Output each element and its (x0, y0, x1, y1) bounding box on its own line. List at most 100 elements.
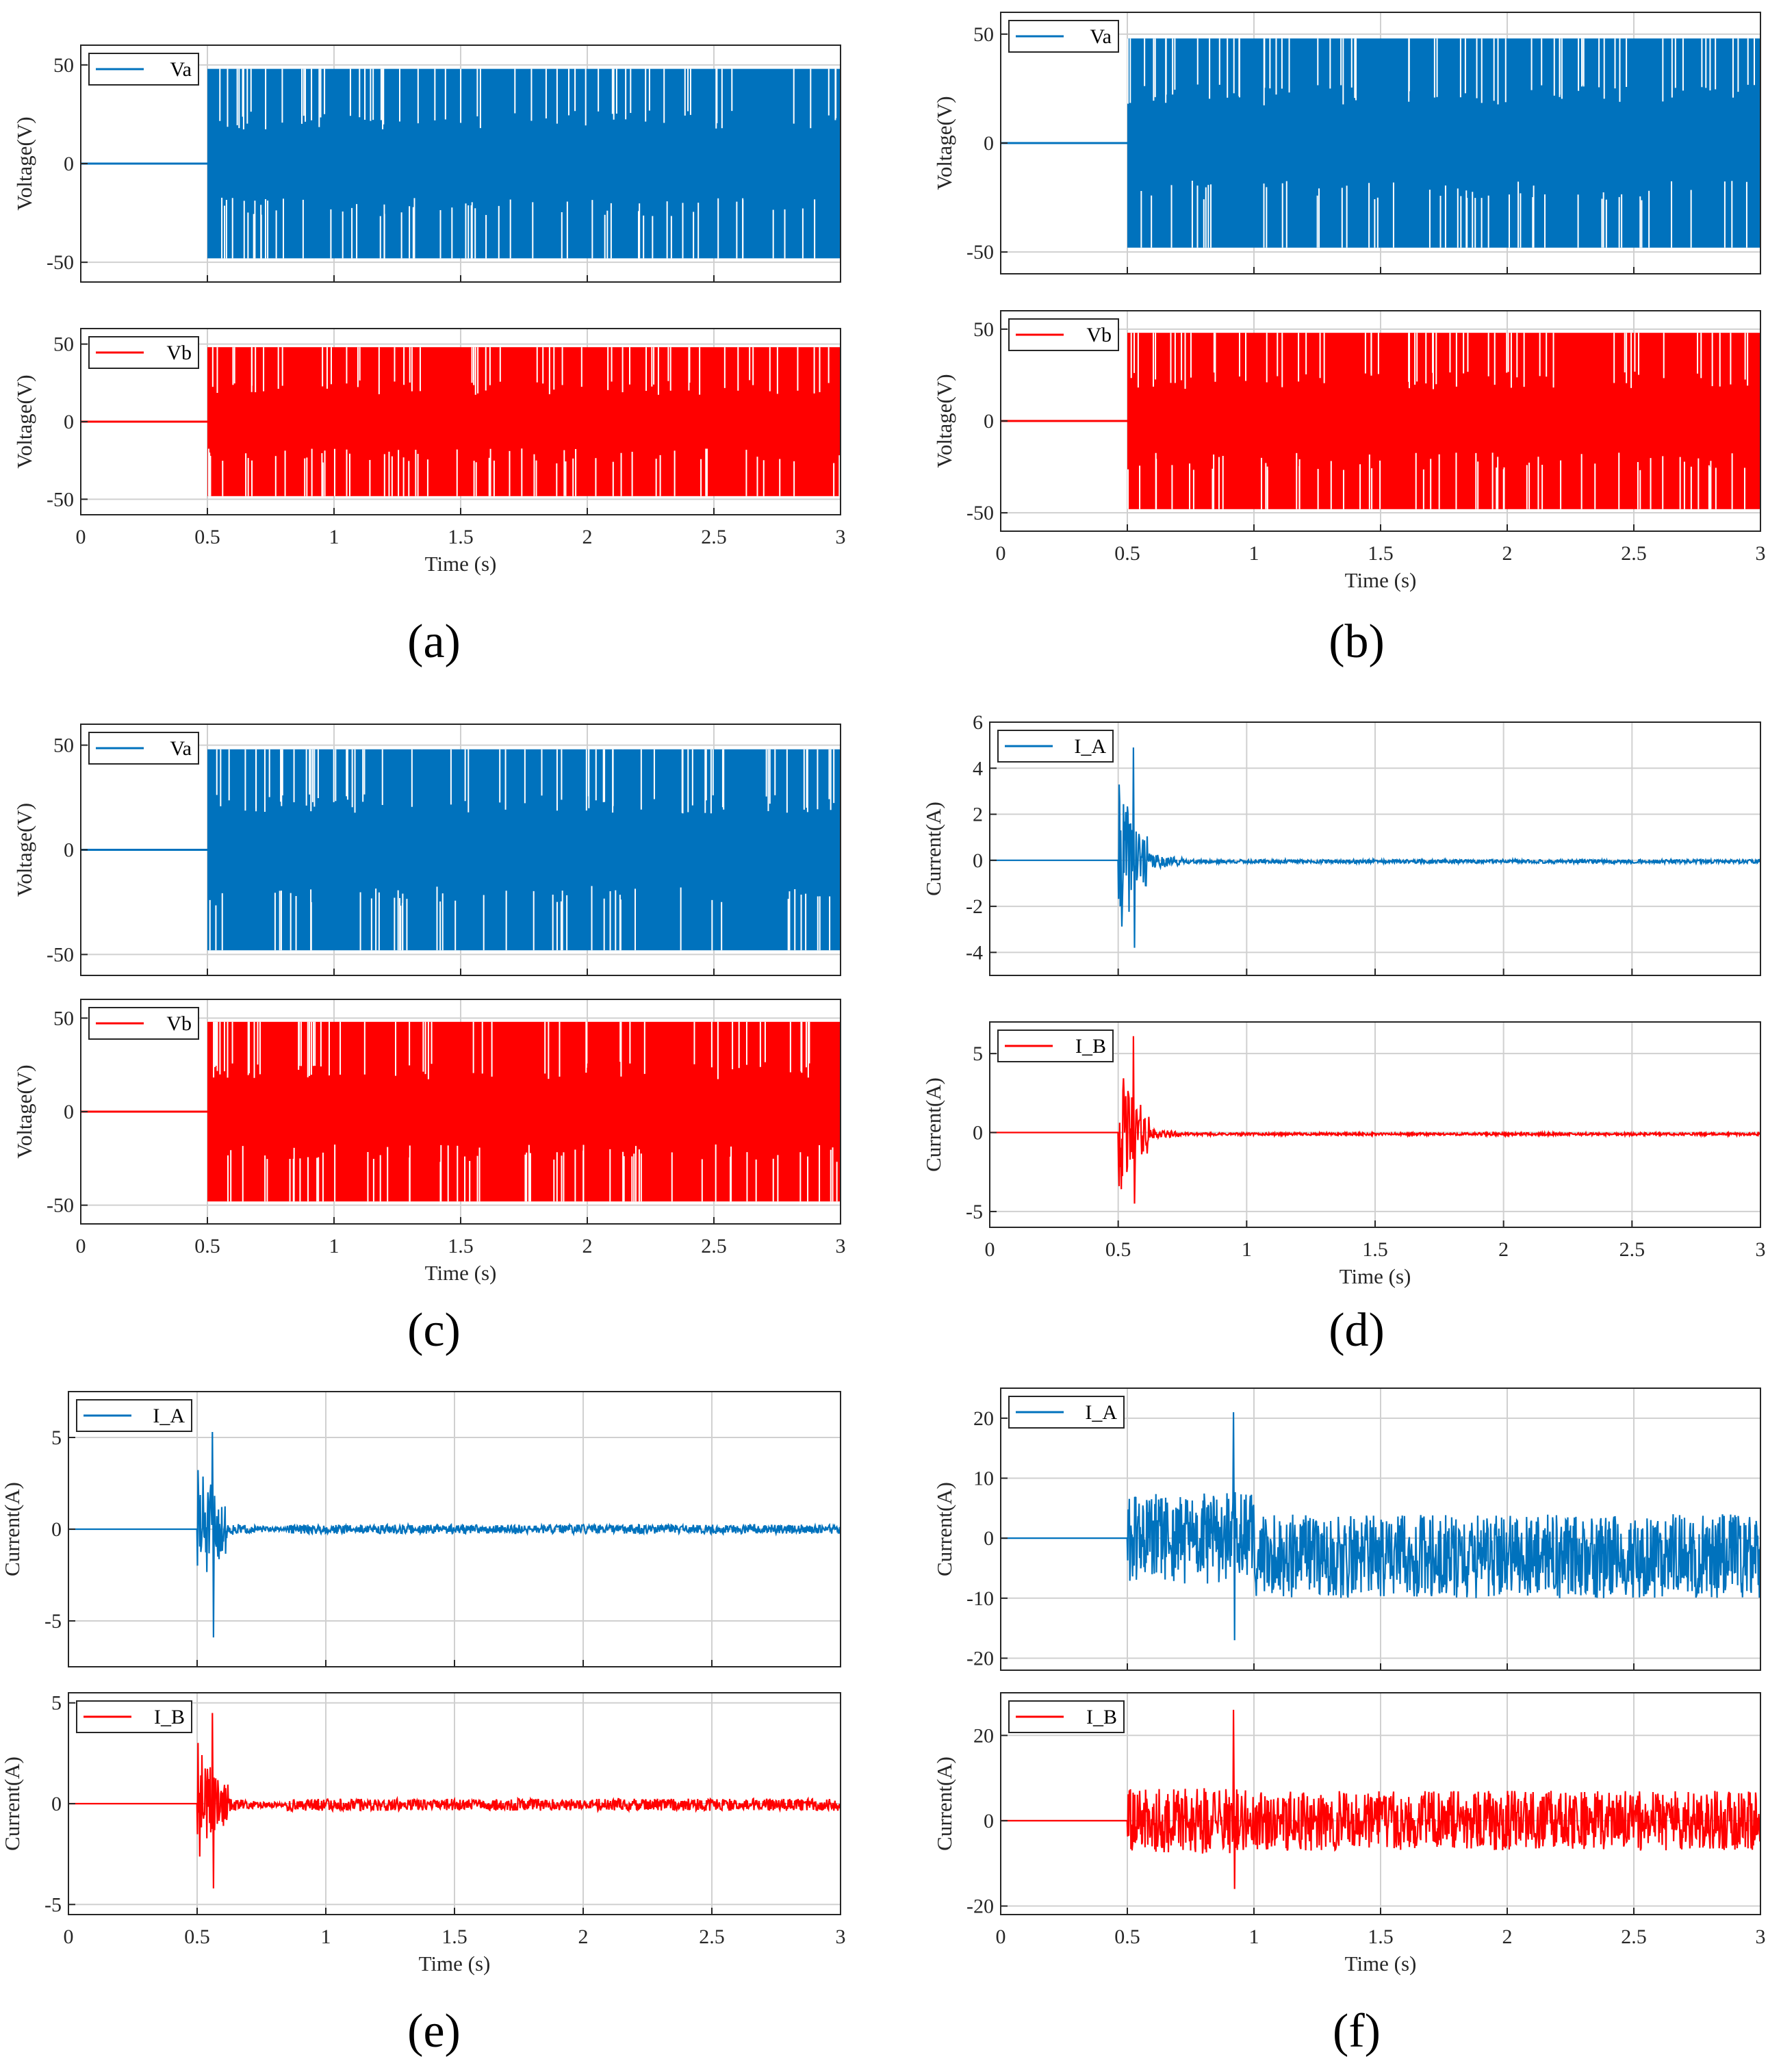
y-tick-label: 0 (973, 1122, 983, 1144)
legend: I_A (997, 730, 1114, 763)
signal-trace (1001, 1709, 1760, 1889)
legend-label: Vb (166, 1012, 192, 1035)
panel-label: (d) (1329, 1304, 1385, 1357)
y-tick-label: 20 (973, 1407, 994, 1430)
subplot-i-a: -20 -10 0 10 20 Current(A) I_A (932, 1387, 1761, 1671)
signal-trace (68, 1713, 841, 1889)
legend-label: Vb (166, 342, 192, 364)
y-tick-label: 5 (51, 1427, 62, 1449)
y-tick-label: -50 (47, 251, 74, 274)
signal-trace (1001, 1412, 1760, 1641)
x-axis-label: Time (s) (425, 1261, 497, 1285)
legend: Va (1008, 20, 1119, 53)
x-tick-label: 1.5 (448, 526, 474, 548)
y-axis-label: Current(A) (921, 802, 945, 896)
legend-label: I_A (153, 1405, 185, 1427)
signal-trace (81, 749, 841, 951)
y-tick-label: -50 (966, 241, 994, 264)
x-tick-label: 2.5 (1621, 542, 1647, 565)
legend: I_A (76, 1399, 192, 1432)
y-axis-label: Voltage(V) (12, 1064, 36, 1158)
y-tick-label: 0 (984, 1527, 994, 1550)
panel-f: -20-1001020Current(A)I_A-20020Current(A)… (932, 1387, 1766, 2058)
x-axis-label: Time (s) (419, 1952, 491, 1975)
y-tick-label: -5 (44, 1893, 62, 1916)
x-tick-label: 2 (1502, 1926, 1513, 1948)
x-tick-label: 1 (1249, 542, 1259, 565)
subplot-va: -50 0 50 Voltage(V) Va (932, 12, 1761, 274)
x-tick-label: 0.5 (194, 526, 220, 548)
legend: Vb (1008, 318, 1119, 351)
y-tick-label: -5 (966, 1201, 983, 1223)
y-tick-label: 0 (64, 411, 74, 433)
x-axis-label: Time (s) (425, 552, 497, 576)
panel-label: (c) (407, 1304, 461, 1357)
y-tick-label: 2 (973, 804, 983, 826)
y-axis-label: Current(A) (932, 1482, 956, 1576)
x-tick-label: 0.5 (194, 1235, 220, 1257)
panel-label: (f) (1333, 2005, 1381, 2058)
x-tick-label: 2 (1498, 1238, 1509, 1261)
signal-trace (81, 68, 841, 259)
panel-label: (b) (1329, 615, 1385, 668)
subplot-va: -50 0 50 Voltage(V) Va (12, 44, 841, 283)
x-tick-label: 1.5 (441, 1926, 467, 1948)
y-tick-label: 50 (53, 1007, 74, 1029)
x-tick-label: 1 (329, 526, 339, 548)
y-axis-label: Voltage(V) (932, 374, 956, 468)
signal-trace (81, 347, 841, 496)
y-axis-label: Voltage(V) (12, 803, 36, 897)
legend: Vb (88, 336, 199, 369)
y-tick-label: -4 (966, 941, 983, 964)
x-tick-label: 3 (836, 1926, 846, 1948)
legend-label: I_B (1075, 1035, 1106, 1058)
y-tick-label: 0 (984, 1810, 994, 1832)
x-tick-label: 0.5 (1114, 542, 1140, 565)
y-tick-label: 10 (973, 1467, 994, 1489)
y-axis-label: Voltage(V) (932, 96, 956, 190)
x-tick-label: 2 (578, 1926, 589, 1948)
y-axis-label: Current(A) (932, 1756, 956, 1851)
legend: I_B (76, 1700, 192, 1733)
signal-trace (990, 747, 1760, 948)
signal-trace (1001, 333, 1760, 509)
y-tick-label: 4 (973, 757, 983, 780)
x-tick-label: 3 (836, 1235, 846, 1257)
y-tick-label: -10 (966, 1587, 994, 1610)
signal-trace (68, 1431, 841, 1638)
x-axis-label: Time (s) (1345, 568, 1417, 592)
x-tick-label: 0 (76, 1235, 86, 1257)
y-tick-label: 0 (984, 410, 994, 433)
signal-trace (990, 1036, 1760, 1204)
x-tick-label: 1 (1242, 1238, 1252, 1261)
x-tick-label: 1.5 (448, 1235, 474, 1257)
signal-trace (1001, 38, 1760, 248)
x-tick-label: 2 (582, 526, 593, 548)
panel-label: (e) (407, 2005, 461, 2058)
x-tick-label: 1 (321, 1926, 331, 1948)
x-axis-label: Time (s) (1340, 1264, 1411, 1288)
legend: I_B (1008, 1700, 1125, 1733)
y-tick-label: -50 (47, 488, 74, 511)
legend: Vb (88, 1007, 199, 1040)
y-axis-label: Current(A) (921, 1077, 945, 1172)
x-tick-label: 3 (1756, 542, 1766, 565)
legend: Va (88, 732, 199, 765)
y-tick-label: 0 (973, 849, 983, 872)
y-tick-label: -20 (966, 1647, 994, 1670)
x-tick-label: 0 (64, 1926, 74, 1948)
x-tick-label: 0 (996, 1926, 1006, 1948)
x-tick-label: 0 (985, 1238, 995, 1261)
y-tick-label: 20 (973, 1724, 994, 1747)
x-tick-label: 3 (1756, 1926, 1766, 1948)
legend: I_A (1008, 1396, 1125, 1429)
y-tick-label: 0 (984, 132, 994, 155)
